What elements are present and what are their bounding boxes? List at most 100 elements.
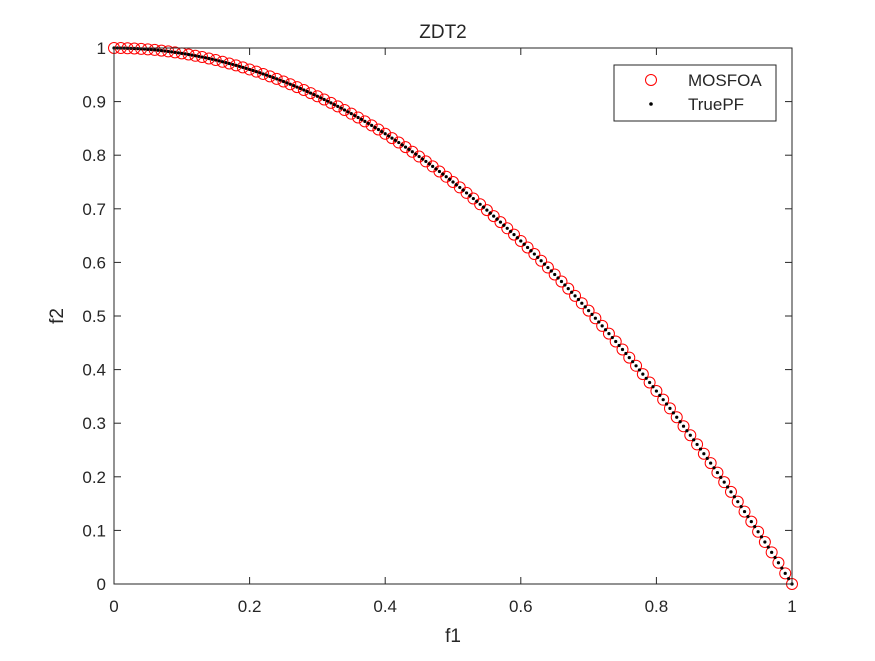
truepf-point bbox=[244, 66, 248, 70]
truepf-point bbox=[431, 164, 435, 169]
truepf-point bbox=[258, 71, 262, 75]
mosfoa-point bbox=[392, 136, 405, 149]
y-tick-label: 0.7 bbox=[82, 200, 106, 219]
mosfoa-point bbox=[569, 289, 582, 302]
truepf-point bbox=[729, 490, 733, 494]
truepf-point bbox=[176, 51, 181, 55]
truepf-point bbox=[780, 566, 784, 570]
mosfoa-point bbox=[406, 145, 419, 158]
mosfoa-point bbox=[182, 48, 195, 61]
truepf-point bbox=[305, 89, 309, 94]
x-tick-label: 0.8 bbox=[645, 597, 669, 616]
truepf-point bbox=[339, 106, 343, 110]
truepf-point bbox=[725, 485, 730, 489]
truepf-point bbox=[505, 226, 509, 230]
truepf-point bbox=[597, 320, 601, 324]
truepf-point bbox=[153, 48, 157, 52]
mosfoa-point bbox=[697, 447, 710, 460]
truepf-point bbox=[420, 157, 425, 161]
mosfoa-point bbox=[636, 368, 649, 381]
truepf-point bbox=[671, 411, 675, 415]
mosfoa-point bbox=[236, 61, 249, 74]
mosfoa-point bbox=[535, 254, 548, 267]
truepf-point bbox=[664, 402, 669, 406]
mosfoa-point bbox=[297, 84, 310, 97]
y-tick-label: 0.2 bbox=[82, 468, 106, 487]
mosfoa-point bbox=[745, 515, 758, 528]
truepf-point bbox=[546, 265, 550, 270]
truepf-point bbox=[580, 301, 584, 305]
truepf-point bbox=[268, 74, 272, 78]
truepf-point bbox=[661, 398, 665, 402]
mosfoa-point bbox=[616, 343, 629, 356]
truepf-point bbox=[722, 480, 726, 484]
axes-box bbox=[113, 47, 793, 585]
mosfoa-point bbox=[399, 141, 412, 154]
truepf-point bbox=[342, 108, 347, 112]
truepf-point bbox=[641, 372, 645, 376]
mosfoa-point bbox=[684, 429, 697, 442]
truepf-point bbox=[481, 205, 486, 209]
truepf-point bbox=[271, 76, 275, 80]
truepf-point bbox=[607, 332, 611, 336]
x-axis-label: f1 bbox=[445, 626, 461, 647]
truepf-point bbox=[288, 82, 292, 86]
truepf-point bbox=[373, 125, 377, 130]
truepf-point bbox=[614, 339, 618, 344]
mosfoa-point bbox=[263, 70, 276, 83]
mosfoa-point bbox=[270, 72, 283, 85]
mosfoa-point bbox=[752, 525, 765, 538]
mosfoa-point bbox=[731, 495, 744, 508]
truepf-point bbox=[773, 555, 777, 560]
truepf-point bbox=[502, 223, 506, 227]
truepf-point bbox=[437, 169, 442, 174]
mosfoa-point bbox=[494, 216, 507, 229]
mosfoa-point bbox=[501, 222, 514, 235]
truepf-point bbox=[210, 57, 214, 61]
x-tick-label: 0.6 bbox=[509, 597, 533, 616]
mosfoa-point bbox=[738, 505, 751, 518]
y-tick-label: 0.6 bbox=[82, 253, 106, 272]
mosfoa-point bbox=[711, 466, 724, 479]
truepf-point bbox=[224, 60, 228, 65]
mosfoa-point bbox=[480, 204, 493, 217]
truepf-point bbox=[329, 101, 333, 105]
mosfoa-point bbox=[318, 93, 331, 106]
truepf-point bbox=[149, 48, 153, 52]
truepf-point bbox=[448, 177, 452, 181]
truepf-point bbox=[312, 93, 316, 97]
truepf-point bbox=[346, 110, 350, 114]
y-axis-label: f2 bbox=[47, 308, 68, 324]
mosfoa-point bbox=[243, 63, 256, 76]
mosfoa-point bbox=[528, 248, 541, 261]
truepf-point bbox=[302, 88, 306, 92]
y-tick-label: 0.8 bbox=[82, 146, 106, 165]
truepf-point bbox=[681, 424, 686, 428]
truepf-point bbox=[563, 283, 567, 287]
y-tick-label: 0.1 bbox=[82, 521, 106, 540]
y-tick-label: 1 bbox=[97, 39, 106, 58]
truepf-point bbox=[383, 132, 387, 136]
mosfoa-point bbox=[352, 111, 365, 124]
truepf-point bbox=[471, 196, 475, 201]
truepf-point bbox=[468, 194, 472, 198]
series-layer bbox=[108, 42, 798, 590]
mosfoa-point bbox=[548, 268, 561, 281]
truepf-point bbox=[234, 63, 238, 67]
truepf-point bbox=[376, 127, 381, 132]
mosfoa-point bbox=[358, 115, 371, 128]
truepf-point bbox=[261, 72, 265, 76]
truepf-point bbox=[759, 535, 764, 539]
truepf-point bbox=[319, 96, 323, 100]
truepf-point bbox=[170, 50, 174, 54]
truepf-point bbox=[248, 67, 252, 72]
truepf-point bbox=[475, 199, 479, 204]
truepf-point bbox=[353, 113, 357, 118]
truepf-point bbox=[298, 86, 303, 91]
truepf-point bbox=[685, 429, 689, 433]
mosfoa-point bbox=[718, 476, 731, 489]
x-tick-label: 1 bbox=[787, 597, 796, 616]
chart-title: ZDT2 bbox=[419, 22, 467, 43]
x-tick-label: 0.4 bbox=[373, 597, 397, 616]
